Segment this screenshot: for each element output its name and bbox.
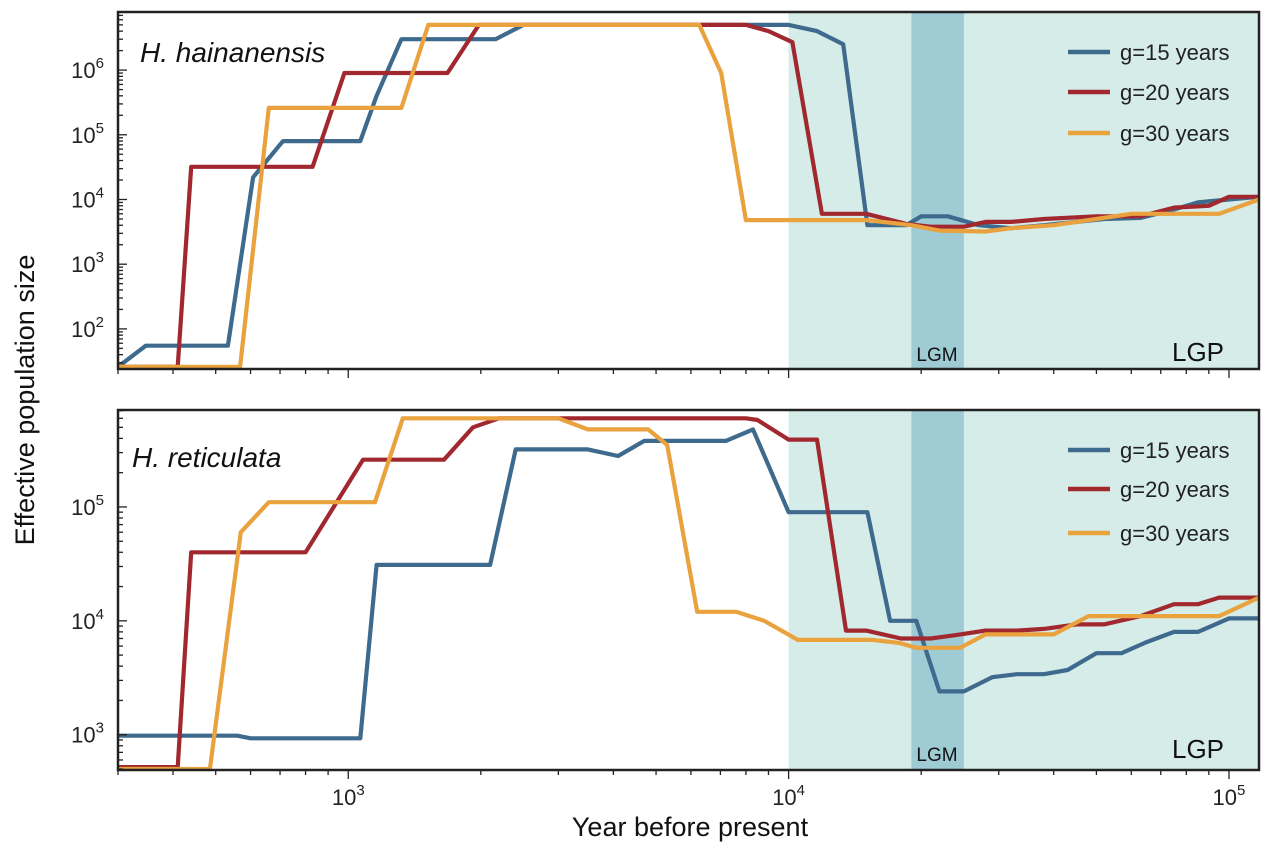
x-tick-label: 105 bbox=[1213, 782, 1246, 810]
y-tick-label: 105 bbox=[71, 492, 104, 520]
lgm-label: LGM bbox=[916, 745, 957, 766]
lgp-label: LGP bbox=[1172, 337, 1224, 367]
shade-lgm bbox=[911, 410, 964, 770]
panel-title: H. hainanensis bbox=[140, 37, 325, 68]
shade-lgp bbox=[788, 12, 1259, 369]
legend: g=15 years g=20 years g=30 years bbox=[1068, 438, 1229, 546]
legend-label-g30: g=30 years bbox=[1120, 121, 1229, 146]
y-tick-label: 106 bbox=[71, 55, 104, 83]
shaded-periods bbox=[788, 12, 1259, 369]
axes: 103 104 105 bbox=[71, 408, 1261, 779]
shaded-periods bbox=[788, 410, 1259, 770]
series-line-g-30-years bbox=[118, 22, 1260, 369]
axes: 102 103 104 105 106 bbox=[71, 10, 1261, 378]
legend-label-g15: g=15 years bbox=[1120, 438, 1229, 463]
x-tick-label: 103 bbox=[332, 782, 365, 810]
panel-title: H. reticulata bbox=[132, 442, 281, 473]
panel-reticulata: 103 104 105 H. reticulata LGM LGP g=15 yea… bbox=[71, 408, 1261, 779]
lgm-label: LGM bbox=[916, 345, 957, 366]
series-lines bbox=[118, 416, 1260, 772]
plot-frame bbox=[116, 408, 1261, 772]
legend-label-g15: g=15 years bbox=[1120, 40, 1229, 65]
panel-hainanensis: 102 103 104 105 106 H. hainanensis LGM LGP g… bbox=[71, 10, 1261, 378]
legend: g=15 years g=20 years g=30 years bbox=[1068, 40, 1229, 146]
y-tick-label: 105 bbox=[71, 120, 104, 148]
x-tick-label: 104 bbox=[772, 782, 805, 810]
legend-label-g30: g=30 years bbox=[1120, 521, 1229, 546]
series-line-g-15-years bbox=[118, 427, 1259, 741]
y-tick-label: 102 bbox=[71, 314, 104, 342]
series-lines bbox=[116, 22, 1260, 369]
legend-label-g20: g=20 years bbox=[1120, 477, 1229, 502]
legend-label-g20: g=20 years bbox=[1120, 80, 1229, 105]
y-tick-label: 103 bbox=[71, 249, 104, 277]
y-tick-label: 104 bbox=[71, 606, 104, 634]
y-tick-label: 103 bbox=[71, 720, 104, 748]
shade-lgp bbox=[788, 410, 1259, 770]
shade-lgm bbox=[911, 12, 964, 369]
x-tick-labels: 103 104 105 bbox=[332, 782, 1246, 810]
plot-frame bbox=[116, 10, 1261, 371]
x-axis-label: Year before present bbox=[572, 812, 809, 842]
lgp-label: LGP bbox=[1172, 734, 1224, 764]
y-tick-label: 104 bbox=[71, 184, 104, 212]
y-axis-label: Effective population size bbox=[10, 255, 40, 546]
series-line-g-30-years bbox=[118, 416, 1260, 772]
